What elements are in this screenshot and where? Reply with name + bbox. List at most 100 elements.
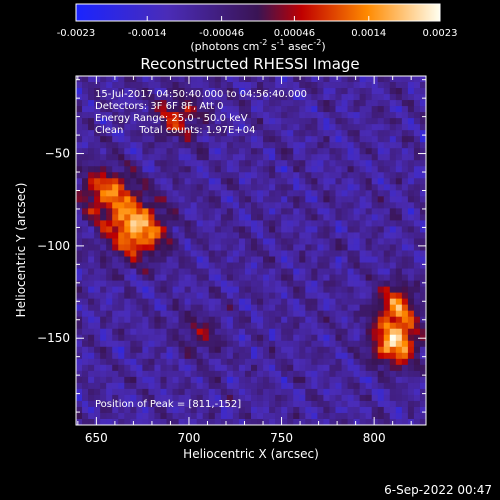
heatmap-cell [251,382,258,390]
heatmap-cell [190,178,198,185]
heatmap-cell [317,166,324,173]
heatmap-cell [178,220,186,227]
heatmap-cell [299,112,306,119]
heatmap-cell [94,370,101,378]
heatmap-cell [232,184,240,191]
heatmap-cell [407,286,415,294]
heatmap-cell [208,382,216,390]
heatmap-cell [365,316,373,324]
heatmap-cell [293,238,300,245]
heatmap-cell [226,298,234,306]
heatmap-cell [263,274,270,281]
heatmap-cell [341,148,348,155]
heatmap-cell [106,352,113,360]
heatmap-cell [371,154,379,161]
heatmap-cell [184,154,192,161]
heatmap-cell [407,334,415,342]
heatmap-cell [251,76,258,83]
heatmap-cell [142,118,149,125]
heatmap-cell [136,358,143,366]
heatmap-cell [389,322,397,330]
heatmap-cell [130,124,137,131]
heatmap-cell [76,208,83,215]
heatmap-cell [335,148,342,155]
heatmap-cell [287,106,294,113]
heatmap-cell [190,226,198,233]
heatmap-cell [305,154,312,161]
heatmap-cell [275,358,282,366]
heatmap-cell [281,88,288,95]
heatmap-cell [160,376,167,384]
heatmap-cell [100,376,107,384]
heatmap-cell [365,82,373,89]
heatmap-cell [124,412,131,420]
unit-part-1: s [267,40,276,53]
heatmap-cell [136,142,143,149]
heatmap-cell [100,196,107,203]
heatmap-cell [335,358,342,366]
heatmap-cell [196,238,204,245]
heatmap-cell [136,352,143,360]
heatmap-cell [136,400,143,408]
heatmap-cell [244,340,252,348]
heatmap-cell [407,394,415,402]
heatmap-cell [377,214,385,221]
heatmap-cell [281,286,288,294]
heatmap-cell [311,94,318,101]
heatmap-cell [220,280,228,288]
heatmap-cell [353,76,361,83]
heatmap-cell [226,310,234,318]
heatmap-cell [341,136,348,143]
heatmap-cell [208,262,216,269]
heatmap-cell [401,106,409,113]
heatmap-cell [353,142,361,149]
heatmap-cell [389,202,397,209]
heatmap-cell [112,130,119,137]
heatmap-cell [359,322,367,330]
heatmap-cell [202,328,210,336]
heatmap-cell [347,376,354,384]
heatmap-cell [238,394,246,402]
heatmap-cell [202,160,210,167]
heatmap-cell [76,112,83,119]
heatmap-cell [281,256,288,263]
heatmap-cell [281,202,288,209]
heatmap-cell [202,250,210,257]
heatmap-cell [172,178,179,185]
heatmap-cell [166,208,173,215]
heatmap-cell [226,286,234,294]
heatmap-cell [196,280,204,288]
heatmap-cell [383,388,391,396]
heatmap-cell [395,292,403,300]
heatmap-cell [263,154,270,161]
heatmap-cell [359,112,367,119]
heatmap-cell [190,352,198,360]
heatmap-cell [214,250,222,257]
heatmap-cell [323,154,330,161]
heatmap-cell [94,400,101,408]
heatmap-cell [88,136,95,143]
heatmap-cell [244,112,252,119]
heatmap-cell [82,418,89,426]
heatmap-cell [281,310,288,318]
heatmap-cell [347,358,354,366]
heatmap-cell [166,184,173,191]
heatmap-cell [100,220,107,227]
heatmap-cell [317,268,324,275]
heatmap-cell [208,376,216,384]
heatmap-cell [335,268,342,275]
heatmap-cell [341,166,348,173]
heatmap-cell [112,406,119,414]
heatmap-cell [232,244,240,251]
heatmap-cell [118,394,125,402]
heatmap-cell [263,352,270,360]
heatmap-cell [244,412,252,420]
heatmap-cell [232,232,240,239]
heatmap-cell [395,298,403,306]
heatmap-cell [166,400,173,408]
heatmap-cell [383,238,391,245]
heatmap-cell [226,364,234,372]
heatmap-cell [311,118,318,125]
heatmap-cell [305,190,312,197]
heatmap-cell [202,376,210,384]
